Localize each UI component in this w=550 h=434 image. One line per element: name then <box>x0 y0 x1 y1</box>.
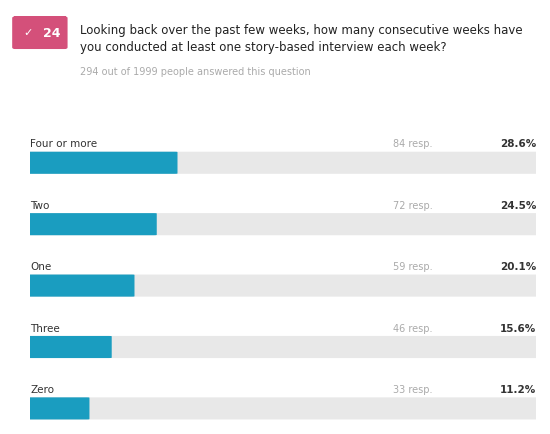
FancyBboxPatch shape <box>28 398 90 420</box>
FancyBboxPatch shape <box>12 17 68 50</box>
Text: Two: Two <box>30 200 50 210</box>
Text: 59 resp.: 59 resp. <box>393 262 432 272</box>
Text: you conducted at least one story-based interview each week?: you conducted at least one story-based i… <box>80 41 447 54</box>
FancyBboxPatch shape <box>28 275 135 297</box>
Text: 84 resp.: 84 resp. <box>393 139 432 149</box>
Text: Zero: Zero <box>30 384 54 394</box>
FancyBboxPatch shape <box>28 152 539 174</box>
Text: Four or more: Four or more <box>30 139 97 149</box>
FancyBboxPatch shape <box>28 214 157 236</box>
Text: Three: Three <box>30 323 60 333</box>
Text: Looking back over the past few weeks, how many consecutive weeks have: Looking back over the past few weeks, ho… <box>80 24 522 37</box>
FancyBboxPatch shape <box>28 152 178 174</box>
Text: One: One <box>30 262 52 272</box>
Text: 33 resp.: 33 resp. <box>393 384 432 394</box>
Text: ✓: ✓ <box>24 28 33 38</box>
Text: 24.5%: 24.5% <box>500 200 536 210</box>
Text: 28.6%: 28.6% <box>500 139 536 149</box>
FancyBboxPatch shape <box>28 275 539 297</box>
Text: 20.1%: 20.1% <box>500 262 536 272</box>
Text: 11.2%: 11.2% <box>500 384 536 394</box>
Text: 46 resp.: 46 resp. <box>393 323 432 333</box>
Text: 24: 24 <box>42 26 60 39</box>
Text: 72 resp.: 72 resp. <box>393 200 432 210</box>
FancyBboxPatch shape <box>28 336 539 358</box>
FancyBboxPatch shape <box>28 336 112 358</box>
Text: 15.6%: 15.6% <box>500 323 536 333</box>
FancyBboxPatch shape <box>28 214 539 236</box>
FancyBboxPatch shape <box>28 398 539 420</box>
Text: 294 out of 1999 people answered this question: 294 out of 1999 people answered this que… <box>80 67 311 77</box>
